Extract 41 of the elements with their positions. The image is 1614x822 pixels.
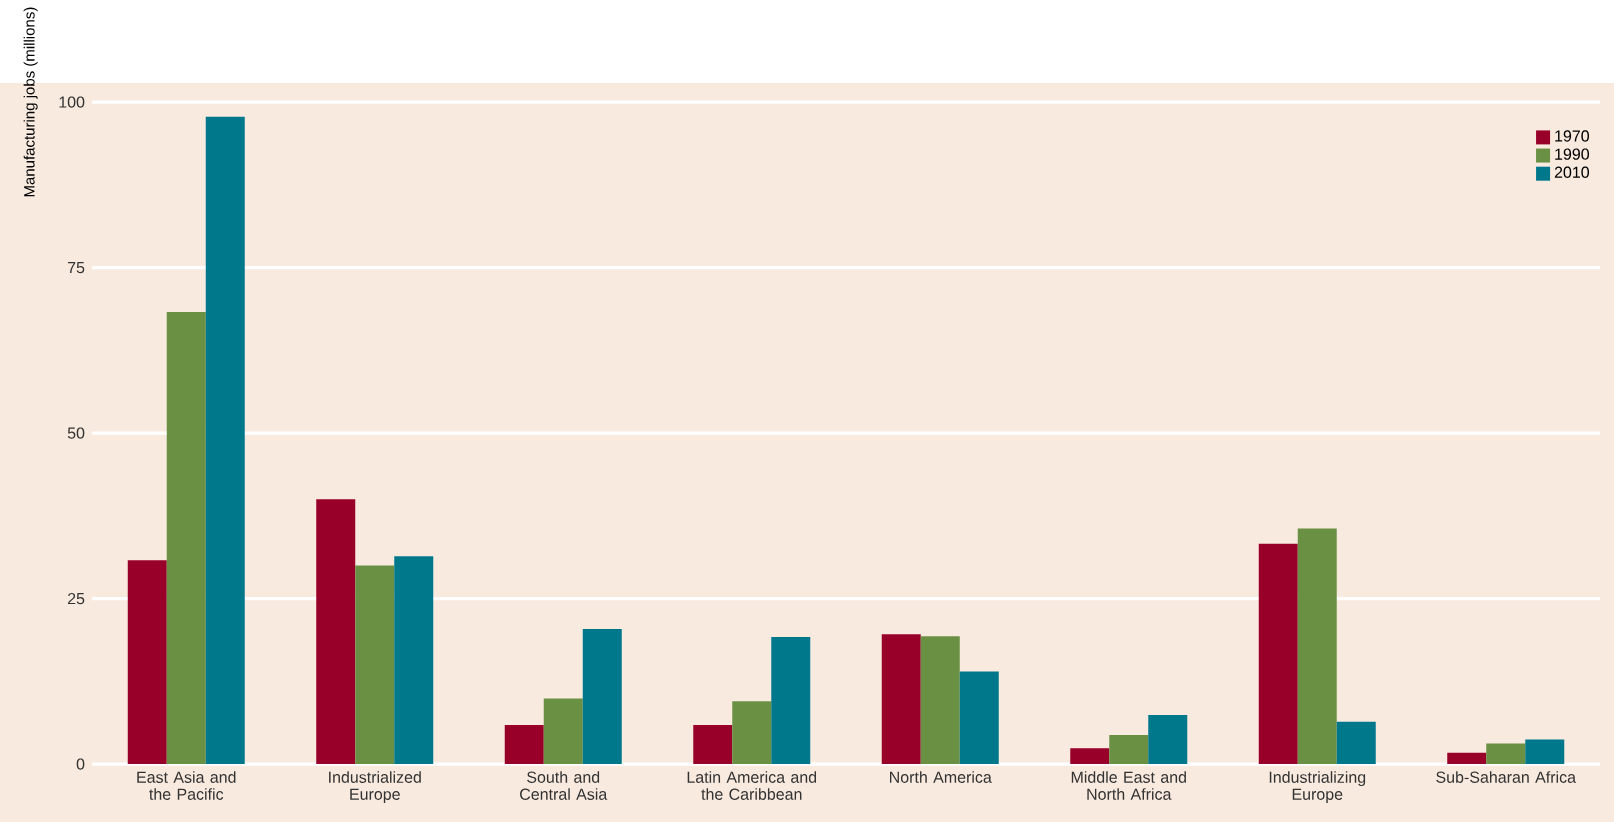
legend-label: 2010	[1554, 166, 1590, 178]
bar	[732, 701, 772, 765]
y-tick-label: 50	[67, 427, 85, 439]
bar	[127, 560, 167, 765]
y-tick-label: 25	[67, 592, 85, 605]
x-tick-label: Industrialized Europe	[329, 771, 421, 803]
bar	[881, 634, 921, 765]
legend-label: 1990	[1555, 148, 1590, 160]
y-tick-label: 75	[67, 261, 85, 274]
bar	[316, 499, 356, 765]
x-tick-label: Latin America and the Caribbean	[687, 771, 817, 800]
x-tick-label: South and Central Asia	[520, 771, 608, 800]
bar	[1447, 752, 1487, 765]
y-axis-title: Manufacturing jobs (millions)	[23, 7, 38, 197]
x-tick-label: Industrializing Europe	[1269, 771, 1366, 803]
bar	[1070, 748, 1110, 765]
bar	[959, 671, 999, 765]
bar	[582, 629, 622, 765]
bar	[1148, 715, 1188, 765]
bar	[394, 556, 434, 765]
bar	[1486, 743, 1526, 765]
legend-label: 1970	[1555, 130, 1590, 142]
bar	[693, 724, 733, 765]
bar	[1336, 721, 1376, 765]
bar	[166, 311, 206, 765]
x-tick-label: Middle East and North Africa	[1071, 771, 1186, 800]
x-tick-label: East Asia and the Pacific	[137, 771, 236, 800]
bar	[1525, 739, 1565, 765]
bar	[543, 698, 583, 765]
bar	[205, 116, 245, 765]
bar	[920, 636, 960, 765]
bar	[355, 565, 395, 765]
y-tick-label: 0	[76, 758, 85, 770]
x-tick-label: North America	[890, 771, 992, 783]
bar	[1258, 543, 1298, 765]
bar	[1297, 528, 1337, 765]
x-tick-label: Sub-Saharan Africa	[1436, 771, 1576, 783]
y-tick-label: 100	[59, 96, 85, 108]
bar	[1109, 734, 1149, 765]
bar	[771, 636, 811, 765]
bar	[504, 724, 544, 765]
